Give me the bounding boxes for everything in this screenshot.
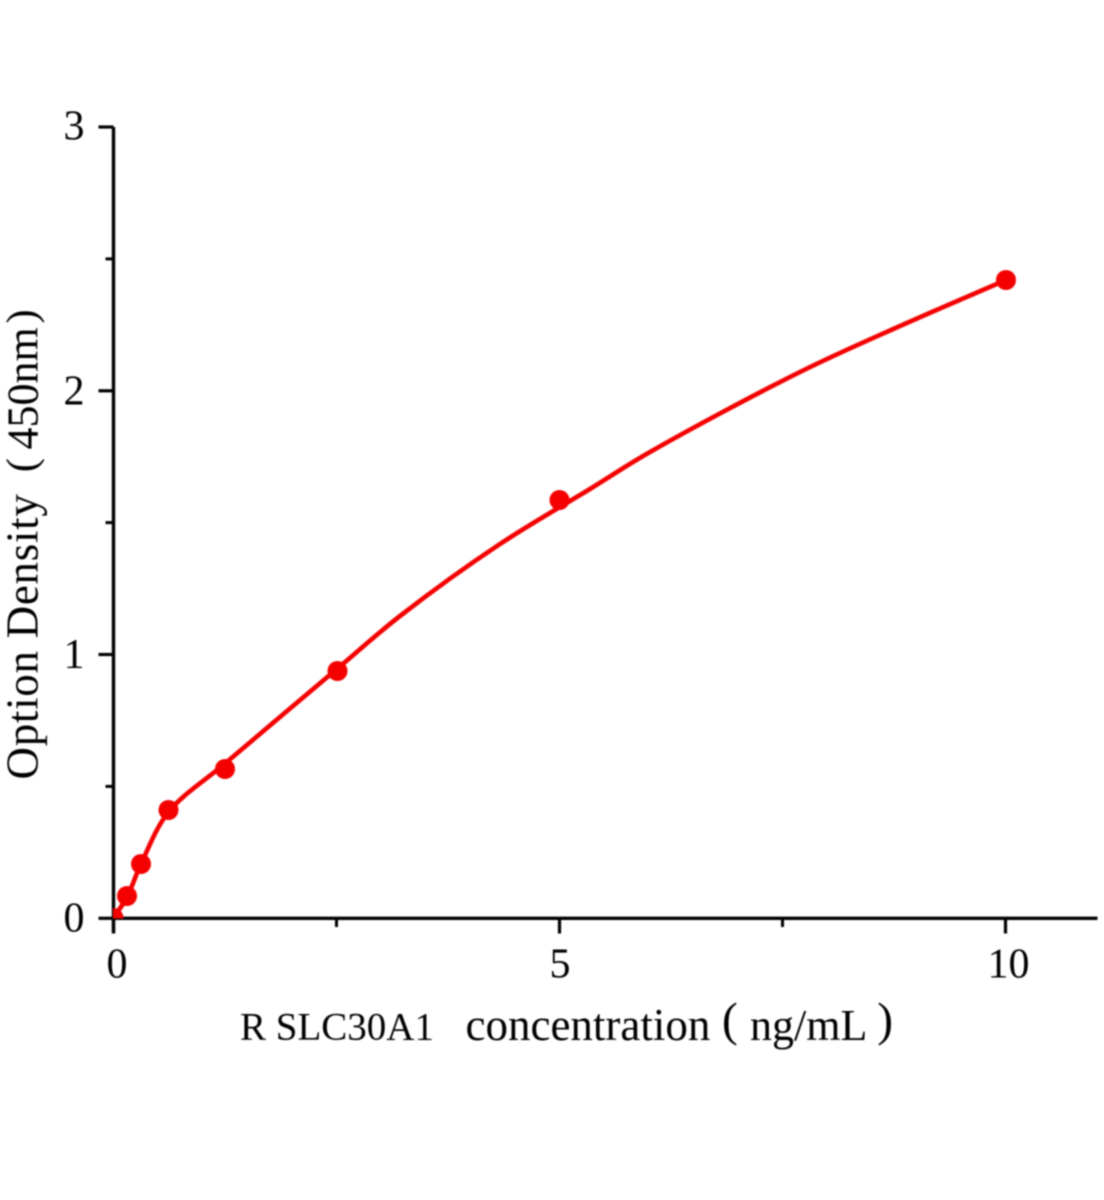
svg-text:(: ( xyxy=(722,995,738,1047)
svg-text:): ) xyxy=(0,309,46,323)
svg-text:(: ( xyxy=(0,458,46,472)
svg-text:concentration: concentration xyxy=(466,1000,711,1050)
svg-text:5: 5 xyxy=(550,942,571,988)
svg-text:ng/mL: ng/mL xyxy=(750,1001,867,1050)
svg-text:450nm: 450nm xyxy=(0,327,48,449)
svg-text:10: 10 xyxy=(988,942,1030,988)
svg-text:0: 0 xyxy=(64,896,85,942)
svg-text:3: 3 xyxy=(64,104,85,150)
svg-text:2: 2 xyxy=(64,369,85,415)
svg-text:): ) xyxy=(877,995,893,1047)
svg-text:0: 0 xyxy=(107,942,128,988)
svg-text:Option Density: Option Density xyxy=(0,493,48,779)
svg-text:1: 1 xyxy=(64,632,85,678)
svg-text:R SLC30A1: R SLC30A1 xyxy=(240,1006,434,1049)
